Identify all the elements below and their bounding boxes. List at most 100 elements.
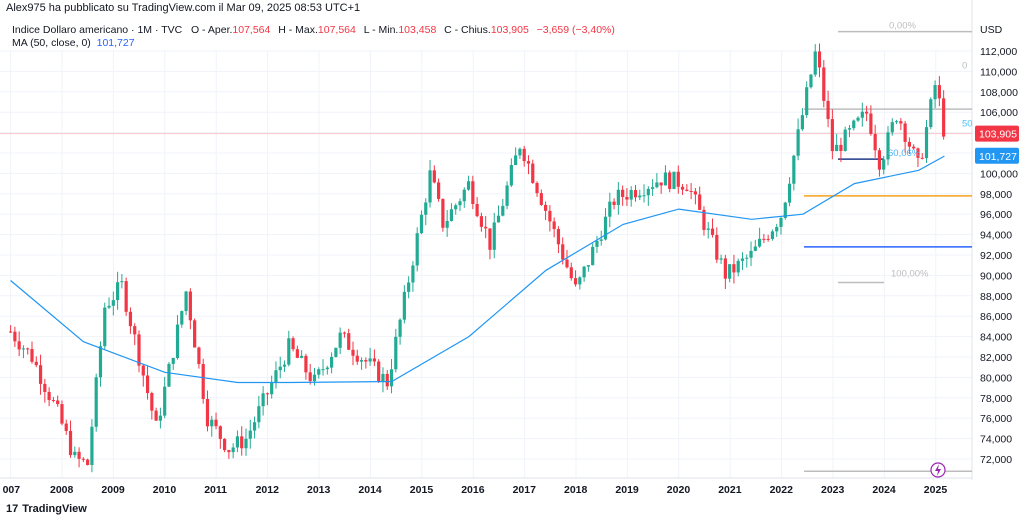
candle-body (116, 282, 120, 301)
time-tick-label: 2015 (410, 484, 434, 496)
candle-body (835, 144, 839, 152)
candle-body (372, 358, 376, 362)
candle-body (342, 332, 347, 334)
time-tick-label: 2021 (718, 484, 742, 496)
time-tick-label: 2011 (204, 484, 227, 496)
candle-body (886, 132, 890, 160)
candle-body (128, 311, 133, 327)
candle-body (929, 99, 933, 128)
price-tick-label: 96,000 (980, 209, 1012, 221)
candle-body (26, 348, 30, 350)
time-tick-label: 2020 (667, 484, 691, 496)
candle-body (693, 191, 697, 195)
candle-body (749, 250, 753, 258)
time-tick-label: 007 (3, 484, 21, 496)
candle-body (94, 377, 98, 427)
candle-body (368, 358, 372, 362)
candle-body (197, 347, 201, 365)
candle-body (445, 220, 449, 228)
candle-body (175, 324, 180, 358)
ma-legend[interactable]: MA (50, close, 0) 101,727 (12, 37, 135, 49)
candle-body (869, 113, 873, 134)
candle-body (505, 185, 509, 206)
candle-body (873, 133, 877, 151)
candle-body (745, 257, 749, 259)
candle-body (90, 426, 94, 465)
candle-body (13, 331, 17, 342)
candle-body (535, 182, 539, 194)
candle-body (205, 398, 210, 427)
price-tick-label: 94,000 (980, 230, 1012, 242)
candle-body (787, 183, 792, 203)
price-tick-label: 100,000 (980, 168, 1018, 180)
candle-body (441, 198, 445, 228)
candle-body (843, 129, 847, 151)
candle-body (193, 320, 197, 348)
candle-body (317, 369, 321, 375)
candle-body (210, 419, 214, 427)
candle-body (685, 189, 689, 191)
candle-body (274, 370, 278, 383)
candle-body (723, 258, 727, 279)
candle-body (496, 215, 501, 223)
candle-body (484, 226, 488, 229)
candle-body (766, 238, 770, 240)
candle-body (103, 307, 107, 347)
candle-body (758, 238, 762, 247)
candle-body (591, 246, 595, 266)
candle-body (706, 228, 710, 230)
candle-body (231, 447, 235, 453)
candle-body (522, 148, 526, 162)
candle-body (740, 258, 745, 261)
candle-body (389, 369, 394, 387)
candle-body (437, 182, 441, 199)
candle-body (544, 204, 548, 211)
candle-body (398, 319, 402, 337)
open-label: O - Aper. (190, 24, 233, 36)
tradingview-logo-mark: 17 (6, 503, 19, 515)
tradingview-logo[interactable]: 17 TradingView (6, 503, 87, 515)
candle-body (655, 182, 659, 188)
candle-body (73, 451, 77, 456)
candle-body (569, 267, 573, 279)
fib-50-label: 50 (962, 118, 973, 129)
price-tick-label: 74,000 (980, 434, 1012, 446)
candle-body (805, 87, 809, 116)
candle-body (107, 305, 111, 308)
candle-body (646, 188, 650, 196)
candle-body (599, 239, 603, 241)
candle-body (394, 336, 398, 370)
candle-body (300, 355, 304, 358)
candle-body (51, 400, 55, 402)
ohlc-legend: Indice Dollaro americano · 1M · TVC O - … (12, 24, 615, 36)
price-tick-label: 80,000 (980, 372, 1012, 384)
candle-body (573, 278, 578, 285)
candle-body (719, 258, 723, 260)
candle-body (227, 450, 231, 453)
candle-body (133, 326, 137, 335)
candle-body (381, 373, 385, 382)
candle-body (488, 228, 492, 250)
candle-body (556, 229, 561, 245)
fib-100-label: 100,00% (891, 268, 929, 279)
candle-body (180, 311, 184, 325)
time-tick-label: 2025 (924, 484, 948, 496)
time-tick-label: 2014 (358, 484, 382, 496)
candle-body (933, 85, 937, 100)
candle-body (612, 201, 616, 205)
candle-body (770, 231, 775, 239)
current-price-badge (975, 125, 1019, 142)
candle-body (800, 115, 804, 130)
ma-badge (975, 147, 1019, 164)
candle-body (56, 400, 60, 405)
candle-body (603, 216, 608, 240)
candle-body (865, 111, 869, 114)
candle-body (244, 438, 248, 449)
candle-body (526, 161, 531, 164)
candle-body (34, 361, 38, 366)
candle-body (479, 216, 483, 227)
candle-body (676, 171, 680, 187)
price-tick-label: 90,000 (980, 270, 1012, 282)
candle-body (651, 187, 655, 189)
